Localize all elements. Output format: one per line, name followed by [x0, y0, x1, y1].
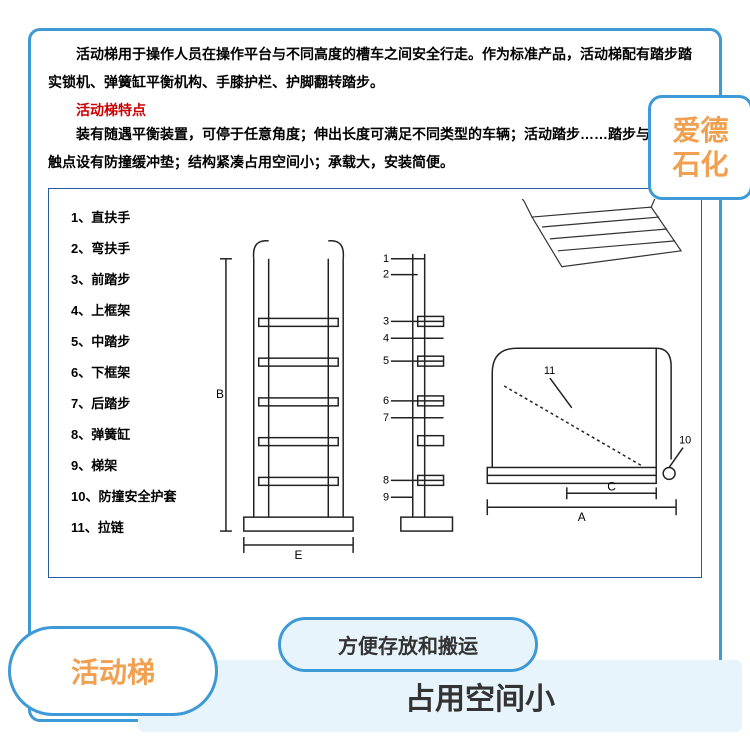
list-item: 6、下框架 [71, 362, 176, 381]
brand-line1: 爱德 [672, 114, 728, 148]
parts-list: 1、直扶手 2、弯扶手 3、前踏步 4、上框架 5、中踏步 6、下框架 7、后踏… [71, 207, 176, 548]
callout: 8 [383, 474, 389, 486]
list-item: 11、拉链 [71, 517, 176, 536]
callout: 9 [383, 491, 389, 503]
intro-paragraph: 活动梯用于操作人员在操作平台与不同高度的槽车之间安全行走。作为标准产品，活动梯配… [48, 40, 702, 96]
dim-label: A [578, 510, 586, 524]
brand-badge: 爱德 石化 [648, 95, 750, 200]
callout: 11 [544, 365, 555, 377]
callout: 6 [383, 395, 389, 407]
brand-line2: 石化 [672, 148, 728, 182]
features-paragraph: 装有随遇平衡装置，可停于任意角度；伸出长度可满足不同类型的车辆；活动踏步……踏步… [48, 120, 702, 176]
callout: 5 [383, 355, 389, 367]
dim-label: B [216, 387, 224, 401]
list-item: 5、中踏步 [71, 331, 176, 350]
dim-label: E [294, 548, 302, 562]
feature-badge-storage: 方便存放和搬运 [278, 617, 538, 672]
schematic-drawing: E B [214, 199, 691, 567]
list-item: 1、直扶手 [71, 207, 176, 226]
dim-label: C [607, 479, 616, 493]
diagram-container: 1、直扶手 2、弯扶手 3、前踏步 4、上框架 5、中踏步 6、下框架 7、后踏… [48, 188, 702, 578]
list-item: 7、后踏步 [71, 393, 176, 412]
callout: 10 [679, 435, 691, 447]
list-item: 4、上框架 [71, 300, 176, 319]
callout: 4 [383, 332, 389, 344]
list-item: 8、弹簧缸 [71, 424, 176, 443]
list-item: 10、防撞安全护套 [71, 486, 176, 505]
features-title: 活动梯特点 [48, 100, 702, 120]
list-item: 3、前踏步 [71, 269, 176, 288]
bottom-badges: 占用空间小 方便存放和搬运 活动梯 [18, 622, 732, 732]
list-item: 2、弯扶手 [71, 238, 176, 257]
product-name-badge: 活动梯 [8, 626, 218, 716]
callout: 2 [383, 269, 389, 281]
callout: 3 [383, 315, 389, 327]
main-content: 活动梯用于操作人员在操作平台与不同高度的槽车之间安全行走。作为标准产品，活动梯配… [48, 40, 702, 578]
callout: 1 [383, 253, 389, 265]
list-item: 9、梯架 [71, 455, 176, 474]
callout: 7 [383, 412, 389, 424]
